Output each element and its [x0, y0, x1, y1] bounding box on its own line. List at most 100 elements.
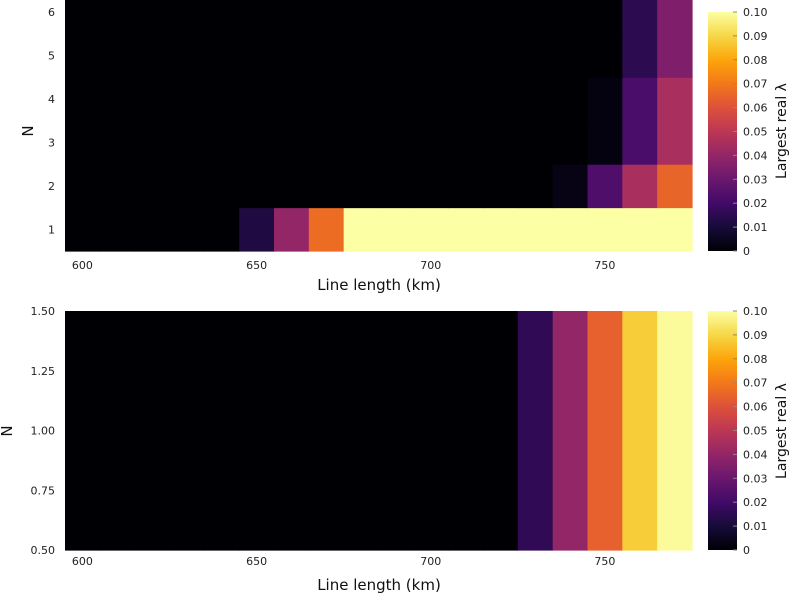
heatmap-cell	[239, 207, 275, 252]
colorbar-tick-label: 0.02	[743, 496, 768, 509]
heatmap-cell	[65, 0, 101, 35]
heatmap-cell	[517, 0, 554, 35]
heatmap-cell	[169, 77, 205, 122]
heatmap-cell	[239, 33, 275, 78]
y-axis-ticks: 0.50 0.75 1.00 1.25 1.50	[31, 305, 56, 557]
heatmap-cell	[169, 0, 205, 35]
colorbar-ticks: 0 0.01 0.02 0.03 0.04 0.05 0.06 0.07 0.08 0.09 0.1…	[733, 6, 768, 258]
heatmap-panel-bottom: 600 650 700 750 0.50 0.75 1.00 1.25 1.50 Line l…	[0, 305, 790, 594]
heatmap-cell	[413, 33, 449, 78]
heatmap-cell	[169, 33, 205, 78]
heatmap-cell	[657, 33, 693, 78]
heatmap-cell	[517, 120, 554, 165]
heatmap-cell	[99, 207, 136, 252]
colorbar-label: Largest real λ	[774, 83, 790, 179]
heatmap-cell	[274, 33, 310, 78]
heatmap-cell	[99, 77, 136, 122]
heatmap-cell	[274, 77, 310, 122]
heatmap-cell	[169, 120, 205, 165]
heatmap-cell	[204, 33, 240, 78]
heatmap-cell	[483, 164, 519, 209]
heatmap-cell	[308, 33, 345, 78]
colorbar-label: Largest real λ	[774, 383, 790, 479]
heatmap-cells	[65, 0, 693, 252]
colorbar-ticks: 0 0.01 0.02 0.03 0.04 0.05 0.06 0.07 0.08 0.09 0.1…	[733, 305, 768, 557]
heatmap-cell	[343, 207, 380, 252]
heatmap-cell	[587, 77, 623, 122]
heatmap-cell	[204, 164, 240, 209]
y-tick-label: 0.50	[31, 544, 56, 557]
heatmap-cell	[552, 120, 589, 165]
colorbar-tick-label: 0.05	[743, 126, 768, 139]
heatmap-cell	[65, 120, 101, 165]
colorbar-tick-label: 0.01	[743, 221, 768, 234]
heatmap-cell	[657, 0, 693, 35]
x-tick-label: 750	[594, 259, 615, 272]
heatmap-cell	[622, 33, 658, 78]
x-tick-label: 750	[594, 555, 615, 568]
heatmap-cell	[204, 311, 240, 551]
colorbar-tick-label: 0.04	[743, 149, 768, 162]
heatmap-cell	[343, 120, 380, 165]
x-axis-label: Line length (km)	[317, 276, 441, 294]
heatmap-cell	[378, 120, 414, 165]
heatmap-cells	[65, 311, 693, 551]
heatmap-cell	[274, 164, 310, 209]
heatmap-cell	[413, 311, 449, 551]
colorbar-tick-label: 0.06	[743, 102, 768, 115]
heatmap-cell	[448, 33, 484, 78]
colorbar-tick-label: 0.06	[743, 401, 768, 414]
heatmap-cell	[134, 120, 171, 165]
heatmap-cell	[134, 311, 171, 551]
heatmap-cell	[622, 311, 658, 551]
heatmap-cell	[274, 0, 310, 35]
colorbar-tick-label: 0	[743, 245, 750, 258]
heatmap-cell	[169, 207, 205, 252]
heatmap-cell	[587, 207, 623, 252]
colorbar-tick-label: 0.04	[743, 448, 768, 461]
heatmap-cell	[657, 164, 693, 209]
colorbar-tick-label: 0.08	[743, 353, 768, 366]
y-tick-label: 0.75	[31, 484, 56, 497]
heatmap-cell	[308, 0, 345, 35]
heatmap-cell	[587, 33, 623, 78]
heatmap-cell	[657, 120, 693, 165]
colorbar-tick-label: 0.09	[743, 329, 768, 342]
heatmap-cell	[204, 120, 240, 165]
heatmap-cell	[378, 0, 414, 35]
colorbar-tick-label: 0.07	[743, 78, 768, 91]
heatmap-cell	[343, 77, 380, 122]
y-axis-label: N	[0, 425, 16, 436]
heatmap-cell	[99, 33, 136, 78]
heatmap-cell	[483, 311, 519, 551]
heatmap-cell	[413, 120, 449, 165]
heatmap-cell	[413, 207, 449, 252]
colorbar-tick-label: 0.05	[743, 425, 768, 438]
heatmap-cell	[65, 77, 101, 122]
colorbar-tick-label: 0.03	[743, 173, 768, 186]
colorbar	[708, 12, 737, 251]
heatmap-cell	[239, 164, 275, 209]
heatmap-cell	[587, 120, 623, 165]
heatmap-cell	[448, 77, 484, 122]
heatmap-cell	[483, 77, 519, 122]
heatmap-cell	[483, 33, 519, 78]
y-tick-label: 1.25	[31, 365, 56, 378]
y-tick-label: 1.50	[31, 305, 56, 318]
heatmap-cell	[239, 311, 275, 551]
heatmap-cell	[308, 120, 345, 165]
heatmap-cell	[308, 77, 345, 122]
heatmap-cell	[134, 164, 171, 209]
heatmap-cell	[99, 120, 136, 165]
x-tick-label: 700	[420, 259, 441, 272]
heatmap-cell	[204, 77, 240, 122]
heatmap-cell	[552, 311, 589, 551]
x-tick-label: 700	[420, 555, 441, 568]
y-tick-label: 1.00	[31, 425, 56, 438]
heatmap-cell	[622, 164, 658, 209]
y-tick-label: 5	[48, 49, 55, 62]
y-tick-label: 2	[48, 180, 55, 193]
heatmap-cell	[552, 207, 589, 252]
heatmap-cell	[552, 77, 589, 122]
